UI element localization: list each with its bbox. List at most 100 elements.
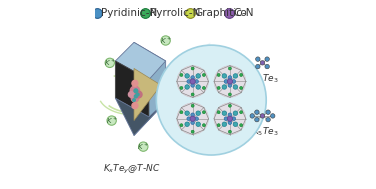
Circle shape (233, 74, 238, 78)
Circle shape (222, 74, 227, 78)
Circle shape (240, 74, 243, 77)
Circle shape (191, 113, 194, 117)
Circle shape (224, 117, 228, 121)
Circle shape (217, 111, 220, 114)
Circle shape (130, 86, 139, 95)
Circle shape (135, 91, 142, 98)
Circle shape (228, 67, 231, 70)
Circle shape (233, 122, 238, 126)
Polygon shape (134, 42, 166, 136)
Circle shape (222, 85, 227, 89)
Circle shape (224, 80, 228, 83)
Circle shape (177, 66, 208, 97)
Text: $K^+$: $K^+$ (104, 58, 116, 68)
Circle shape (256, 64, 260, 69)
Circle shape (139, 142, 148, 151)
Circle shape (136, 93, 139, 96)
Circle shape (256, 57, 260, 61)
Circle shape (185, 74, 190, 78)
Circle shape (265, 57, 269, 61)
Circle shape (196, 111, 200, 115)
Text: $K_2Te_3$: $K_2Te_3$ (252, 72, 279, 85)
Polygon shape (156, 42, 210, 150)
Circle shape (129, 92, 134, 97)
Circle shape (131, 94, 139, 102)
Circle shape (202, 86, 205, 89)
Circle shape (266, 117, 270, 122)
Circle shape (180, 111, 183, 114)
Circle shape (260, 61, 265, 65)
Circle shape (217, 124, 220, 127)
Circle shape (260, 114, 265, 118)
Circle shape (228, 130, 231, 133)
Circle shape (185, 85, 190, 89)
Circle shape (214, 103, 246, 135)
Circle shape (202, 111, 205, 114)
Circle shape (255, 110, 259, 114)
Text: $K^+$: $K^+$ (106, 115, 117, 126)
Circle shape (191, 93, 194, 96)
Text: $K^+$: $K^+$ (138, 142, 149, 152)
Circle shape (190, 116, 195, 121)
Circle shape (228, 121, 232, 125)
Text: Co: Co (233, 8, 247, 18)
Circle shape (217, 86, 220, 89)
Circle shape (185, 122, 190, 126)
Circle shape (202, 124, 205, 127)
Circle shape (191, 84, 194, 87)
Circle shape (232, 80, 236, 83)
Circle shape (214, 66, 246, 97)
Circle shape (105, 58, 114, 67)
Circle shape (180, 74, 183, 77)
Circle shape (228, 76, 232, 79)
Circle shape (133, 99, 135, 101)
Circle shape (196, 85, 200, 89)
Circle shape (266, 110, 270, 114)
Circle shape (227, 79, 232, 84)
Circle shape (250, 114, 255, 118)
Circle shape (228, 93, 231, 96)
Circle shape (222, 122, 227, 126)
Circle shape (240, 124, 243, 127)
Circle shape (240, 86, 243, 89)
Circle shape (134, 95, 137, 98)
Polygon shape (115, 61, 149, 117)
Circle shape (270, 114, 275, 118)
Circle shape (233, 111, 238, 115)
Text: $K^+$: $K^+$ (160, 35, 171, 46)
Circle shape (233, 85, 238, 89)
Circle shape (180, 124, 183, 127)
Circle shape (134, 89, 138, 93)
Circle shape (132, 80, 138, 86)
Circle shape (190, 79, 195, 84)
Circle shape (228, 84, 232, 87)
Polygon shape (134, 68, 161, 121)
Circle shape (228, 104, 231, 107)
Circle shape (191, 76, 194, 79)
Circle shape (265, 64, 269, 69)
Circle shape (222, 111, 227, 115)
Circle shape (187, 80, 191, 83)
Circle shape (227, 116, 232, 121)
Circle shape (217, 74, 220, 77)
Circle shape (255, 117, 259, 122)
Text: $K_5Te_3$: $K_5Te_3$ (252, 126, 279, 138)
Circle shape (202, 74, 205, 77)
Circle shape (228, 113, 232, 117)
Circle shape (191, 104, 194, 107)
Circle shape (195, 80, 199, 83)
Circle shape (195, 117, 199, 121)
Circle shape (156, 45, 266, 155)
Circle shape (191, 130, 194, 133)
Circle shape (177, 103, 208, 135)
Text: $K_xTe_y$@T-NC: $K_xTe_y$@T-NC (103, 162, 161, 176)
Circle shape (187, 117, 191, 121)
Circle shape (161, 36, 170, 45)
Circle shape (180, 86, 183, 89)
Circle shape (191, 67, 194, 70)
Circle shape (107, 116, 116, 125)
Circle shape (191, 121, 194, 125)
Text: Graphitic-N: Graphitic-N (194, 8, 254, 18)
Circle shape (185, 111, 190, 115)
Polygon shape (115, 42, 166, 80)
